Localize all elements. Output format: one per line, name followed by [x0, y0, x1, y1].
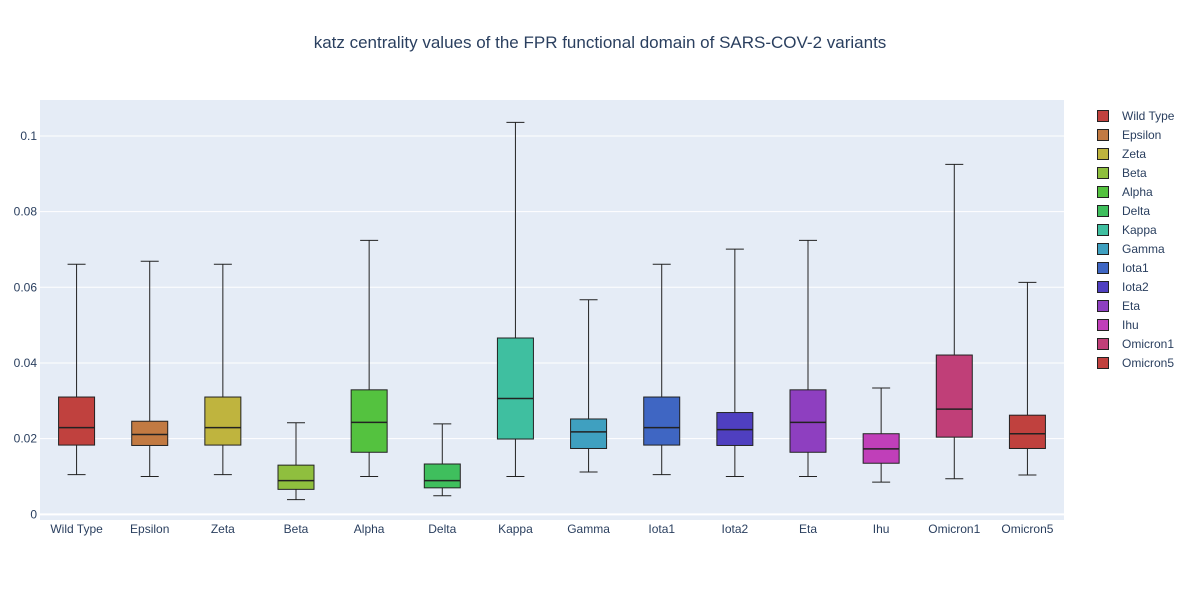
- legend-swatch: [1097, 147, 1109, 160]
- legend-swatch: [1097, 261, 1109, 274]
- box-iota2[interactable]: [716, 248, 754, 477]
- legend-label: Zeta: [1122, 146, 1147, 161]
- legend-swatch: [1097, 318, 1109, 331]
- box-alpha[interactable]: [350, 239, 388, 477]
- y-tick-label: 0.08: [14, 205, 38, 219]
- x-axis-ticks: Wild Type Epsilon Zeta Beta Alpha Delta Kappa G…: [50, 522, 1053, 536]
- legend-item-delta[interactable]: Delta: [1097, 201, 1197, 220]
- y-tick-label: 0.1: [20, 129, 37, 143]
- legend[interactable]: Wild Type Epsilon Zeta Beta Alpha Delta Kappa G…: [1097, 106, 1197, 372]
- legend-item-alpha[interactable]: Alpha: [1097, 182, 1197, 201]
- legend-item-epsilon[interactable]: Epsilon: [1097, 125, 1197, 144]
- legend-swatch: [1097, 185, 1109, 198]
- x-tick-label: Zeta: [211, 522, 235, 536]
- legend-swatch: [1097, 337, 1109, 350]
- legend-swatch: [1097, 223, 1109, 236]
- y-axis-ticks: 0 0.02 0.04 0.06 0.08 0.1: [14, 129, 38, 521]
- legend-item-eta[interactable]: Eta: [1097, 296, 1197, 315]
- legend-label: Wild Type: [1122, 108, 1175, 123]
- box-kappa[interactable]: [496, 121, 534, 477]
- iqr-box[interactable]: [1008, 414, 1046, 449]
- box-ihu[interactable]: [862, 387, 900, 483]
- legend-swatch: [1097, 128, 1109, 141]
- legend-label: Omicron1: [1122, 336, 1175, 351]
- iqr-box[interactable]: [789, 389, 827, 453]
- x-tick-label: Iota1: [648, 522, 675, 536]
- x-tick-label: Alpha: [354, 522, 385, 536]
- iqr-box[interactable]: [496, 337, 534, 440]
- legend-label: Kappa: [1122, 222, 1157, 237]
- y-tick-label: 0.04: [14, 356, 38, 370]
- box-epsilon[interactable]: [131, 260, 169, 477]
- legend-item-omicron5[interactable]: Omicron5: [1097, 353, 1197, 372]
- legend-item-gamma[interactable]: Gamma: [1097, 239, 1197, 258]
- iqr-box[interactable]: [423, 463, 461, 489]
- iqr-box[interactable]: [58, 396, 96, 446]
- legend-label: Eta: [1122, 298, 1141, 313]
- legend-swatch: [1097, 299, 1109, 312]
- y-tick-label: 0.02: [14, 432, 38, 446]
- legend-swatch: [1097, 166, 1109, 179]
- legend-label: Iota1: [1122, 260, 1149, 275]
- box-eta[interactable]: [789, 239, 827, 477]
- legend-swatch: [1097, 242, 1109, 255]
- legend-label: Beta: [1122, 165, 1147, 180]
- legend-item-beta[interactable]: Beta: [1097, 163, 1197, 182]
- legend-label: Ihu: [1122, 317, 1139, 332]
- legend-label: Delta: [1122, 203, 1151, 218]
- x-tick-label: Delta: [428, 522, 456, 536]
- box-omicron1[interactable]: [935, 163, 973, 480]
- legend-item-omicron1[interactable]: Omicron1: [1097, 334, 1197, 353]
- legend-item-zeta[interactable]: Zeta: [1097, 144, 1197, 163]
- x-tick-label: Kappa: [498, 522, 533, 536]
- box-wild-type[interactable]: [58, 263, 96, 476]
- iqr-box[interactable]: [643, 396, 681, 446]
- chart-title: katz centrality values of the FPR functi…: [313, 33, 887, 52]
- legend-swatch: [1097, 356, 1109, 369]
- x-tick-label: Gamma: [567, 522, 610, 536]
- box-delta[interactable]: [423, 423, 461, 497]
- plot-area: [40, 100, 1064, 520]
- iqr-box[interactable]: [277, 464, 315, 490]
- legend-label: Iota2: [1122, 279, 1149, 294]
- x-tick-label: Iota2: [722, 522, 749, 536]
- box-iota1[interactable]: [643, 263, 681, 476]
- box-beta[interactable]: [277, 422, 315, 501]
- x-tick-label: Omicron5: [1001, 522, 1053, 536]
- box-gamma[interactable]: [570, 299, 608, 473]
- legend-swatch: [1097, 280, 1109, 293]
- y-tick-label: 0.06: [14, 280, 38, 294]
- iqr-box[interactable]: [204, 396, 242, 446]
- box-zeta[interactable]: [204, 263, 242, 476]
- iqr-box[interactable]: [350, 389, 388, 453]
- legend-item-wild-type[interactable]: Wild Type: [1097, 106, 1197, 125]
- legend-item-iota2[interactable]: Iota2: [1097, 277, 1197, 296]
- legend-item-ihu[interactable]: Ihu: [1097, 315, 1197, 334]
- legend-swatch: [1097, 109, 1109, 122]
- x-tick-label: Eta: [799, 522, 817, 536]
- iqr-box[interactable]: [131, 420, 169, 446]
- y-tick-label: 0: [30, 507, 37, 521]
- x-tick-label: Omicron1: [928, 522, 980, 536]
- legend-swatch: [1097, 204, 1109, 217]
- legend-item-iota1[interactable]: Iota1: [1097, 258, 1197, 277]
- gridlines: [40, 135, 1064, 516]
- legend-label: Epsilon: [1122, 127, 1162, 142]
- box-omicron5[interactable]: [1008, 281, 1046, 476]
- box-traces[interactable]: [58, 121, 1046, 501]
- legend-label: Omicron5: [1122, 355, 1175, 370]
- legend-item-kappa[interactable]: Kappa: [1097, 220, 1197, 239]
- iqr-box[interactable]: [935, 354, 973, 438]
- iqr-box[interactable]: [570, 418, 608, 449]
- x-tick-label: Ihu: [873, 522, 890, 536]
- legend-label: Alpha: [1122, 184, 1153, 199]
- x-tick-label: Wild Type: [50, 522, 103, 536]
- legend-label: Gamma: [1122, 241, 1165, 256]
- x-tick-label: Epsilon: [130, 522, 169, 536]
- x-tick-label: Beta: [284, 522, 309, 536]
